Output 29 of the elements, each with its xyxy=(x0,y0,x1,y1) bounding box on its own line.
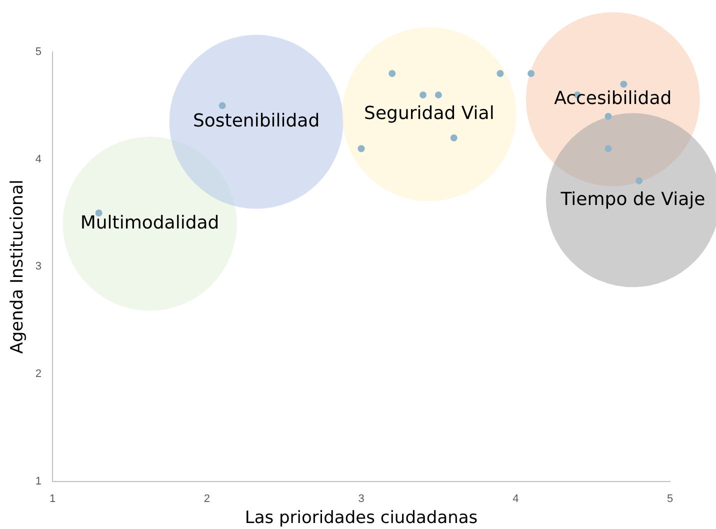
series-label: Seguridad Vial xyxy=(364,102,494,124)
point xyxy=(604,112,612,120)
series-label: Multimodalidad xyxy=(80,212,220,234)
point xyxy=(388,70,396,77)
x-tick-label: 4 xyxy=(512,493,519,506)
point xyxy=(620,80,628,88)
y-tick-label: 2 xyxy=(35,368,42,380)
point xyxy=(450,134,458,142)
y-axis-title: Agenda Institucional xyxy=(8,180,28,354)
series-label: Tiempo de Viaje xyxy=(560,188,706,210)
x-tick-label: 3 xyxy=(358,493,364,506)
point xyxy=(528,70,535,77)
point xyxy=(218,102,226,110)
x-axis-title: Las prioridades ciudadanas xyxy=(244,508,478,528)
series-label: Sostenibilidad xyxy=(192,110,320,132)
x-tick-label: 1 xyxy=(49,493,56,506)
y-tick-label: 5 xyxy=(35,46,42,58)
x-tick-label: 5 xyxy=(666,493,674,506)
y-tick-label: 4 xyxy=(35,153,42,166)
point xyxy=(434,91,442,98)
point xyxy=(420,91,427,98)
point xyxy=(496,70,504,77)
y-tick-label: 1 xyxy=(35,475,42,488)
x-tick-label: 2 xyxy=(204,493,210,506)
point xyxy=(358,145,365,152)
point xyxy=(636,177,643,184)
point xyxy=(604,145,612,152)
series-label: Accesibilidad xyxy=(554,88,672,109)
y-tick-label: 3 xyxy=(35,260,42,273)
